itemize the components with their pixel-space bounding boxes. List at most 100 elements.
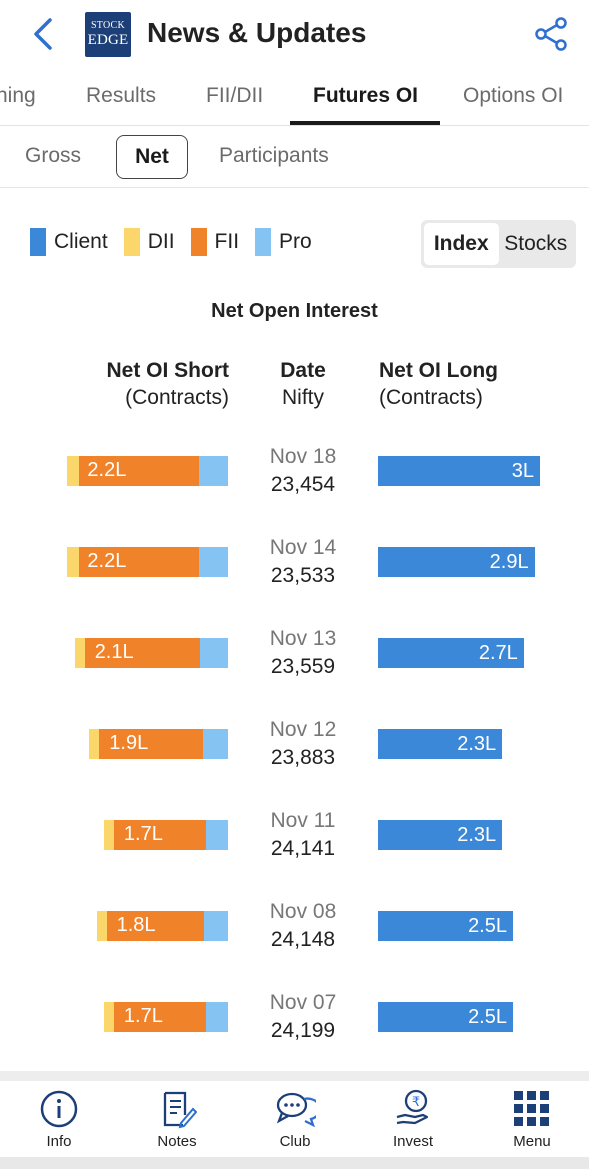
legend-swatch bbox=[123, 228, 140, 256]
subtab-net[interactable]: Net bbox=[116, 135, 188, 179]
short-bar-pro bbox=[200, 638, 228, 668]
legend-dii: DII bbox=[123, 228, 175, 256]
bottom-nav: Info Notes Club ₹ Invest bbox=[0, 1081, 589, 1157]
subtab-participants[interactable]: Participants bbox=[219, 144, 329, 167]
long-bar: 2.5L bbox=[378, 1002, 513, 1032]
row-date: Nov 11 bbox=[270, 809, 336, 832]
short-bar: 1.9L bbox=[89, 729, 228, 759]
subtab-gross[interactable]: Gross bbox=[25, 144, 82, 167]
short-bar-pro bbox=[205, 820, 228, 850]
tab-futures-oi[interactable]: Futures OI bbox=[313, 84, 419, 107]
short-bar-fii bbox=[78, 456, 200, 486]
row-nifty-value: 23,533 bbox=[270, 564, 336, 587]
legend-swatch bbox=[255, 228, 272, 256]
svg-text:₹: ₹ bbox=[412, 1095, 420, 1110]
short-bar-dii bbox=[74, 638, 86, 668]
oi-row: 1.8L Nov 08 24,148 2.5L bbox=[0, 899, 589, 969]
short-bar-pro bbox=[205, 1002, 228, 1032]
back-button[interactable] bbox=[26, 14, 60, 54]
share-icon bbox=[535, 17, 567, 51]
long-bar: 2.3L bbox=[378, 820, 503, 850]
short-bar-fii bbox=[85, 638, 201, 668]
long-bar: 2.7L bbox=[378, 638, 524, 668]
short-bar-dii bbox=[103, 820, 114, 850]
row-date: Nov 07 bbox=[269, 991, 337, 1014]
toggle-index[interactable]: Index bbox=[424, 223, 499, 265]
row-nifty-value: 24,199 bbox=[270, 1019, 336, 1042]
oi-row: 2.2L Nov 14 23,533 2.9L bbox=[0, 535, 589, 605]
legend-label: FII bbox=[214, 230, 240, 253]
legend-fii: FII bbox=[190, 228, 240, 256]
rupee-hand-icon: ₹ bbox=[396, 1089, 429, 1125]
nav-label: Club bbox=[279, 1133, 311, 1150]
short-bar-label: 1.7L bbox=[123, 823, 163, 845]
short-bar-label: 1.8L bbox=[116, 914, 156, 936]
short-bar-pro bbox=[203, 729, 228, 759]
short-bar-fii bbox=[113, 820, 206, 850]
short-bar: 2.2L bbox=[67, 547, 228, 577]
nav-separator bbox=[0, 1071, 589, 1081]
row-date: Nov 13 bbox=[269, 627, 337, 650]
top-tabs: ning Results FII/DII Futures OI Options … bbox=[0, 70, 589, 126]
nav-invest[interactable]: ₹ Invest bbox=[363, 1089, 463, 1150]
app-logo: STOCK EDGE bbox=[85, 12, 131, 57]
row-nifty-value: 23,559 bbox=[270, 655, 336, 678]
row-nifty-value: 23,883 bbox=[270, 746, 336, 769]
date-cell: Nov 13 23,559 bbox=[232, 626, 374, 682]
short-bar-fii bbox=[106, 911, 205, 941]
chat-icon bbox=[276, 1092, 316, 1128]
short-bar-dii bbox=[67, 456, 79, 486]
short-bar-dii bbox=[89, 729, 100, 759]
nav-info[interactable]: Info bbox=[9, 1089, 109, 1150]
long-bar: 2.3L bbox=[378, 729, 503, 759]
legend-client: Client bbox=[30, 228, 108, 256]
chart-legend: Client DII FII Pro bbox=[30, 228, 328, 256]
long-column-header: Net OI Long (Contracts) bbox=[379, 359, 498, 409]
row-nifty-value: 24,148 bbox=[270, 928, 336, 951]
system-bar bbox=[0, 1157, 589, 1169]
nav-club[interactable]: Club bbox=[245, 1089, 345, 1150]
oi-row: 2.2L Nov 18 23,454 3L bbox=[0, 444, 589, 514]
short-bar-label: 2.1L bbox=[94, 641, 134, 663]
share-button[interactable] bbox=[532, 14, 572, 54]
date-cell: Nov 18 23,454 bbox=[232, 444, 374, 500]
nav-notes[interactable]: Notes bbox=[127, 1089, 227, 1150]
date-cell: Nov 12 23,883 bbox=[232, 717, 374, 773]
chevron-left-icon bbox=[34, 18, 52, 50]
oi-row: 1.7L Nov 07 24,199 2.5L bbox=[0, 990, 589, 1060]
tab-earnings[interactable]: ning bbox=[0, 84, 36, 107]
short-bar: 1.7L bbox=[103, 1002, 228, 1032]
nav-label: Notes bbox=[157, 1133, 197, 1150]
page-title: News & Updates bbox=[147, 17, 367, 48]
short-bar-label: 2.2L bbox=[87, 550, 127, 572]
row-date: Nov 18 bbox=[269, 445, 337, 468]
toggle-stocks[interactable]: Stocks bbox=[504, 232, 568, 255]
oi-row: 1.7L Nov 11 24,141 2.3L bbox=[0, 808, 589, 878]
index-stocks-toggle: Index Stocks bbox=[421, 220, 576, 268]
date-cell: Nov 07 24,199 bbox=[232, 990, 374, 1046]
short-bar: 1.8L bbox=[96, 911, 228, 941]
short-bar: 2.1L bbox=[74, 638, 228, 668]
short-column-header: Net OI Short (Contracts) bbox=[106, 359, 229, 409]
legend-swatch bbox=[190, 228, 207, 256]
notes-icon bbox=[163, 1091, 197, 1129]
nav-label: Invest bbox=[392, 1133, 434, 1150]
info-icon bbox=[40, 1090, 78, 1128]
tab-options-oi[interactable]: Options OI bbox=[463, 84, 564, 107]
tab-fii-dii[interactable]: FII/DII bbox=[206, 84, 264, 107]
row-nifty-value: 24,141 bbox=[270, 837, 336, 860]
short-bar: 2.2L bbox=[67, 456, 228, 486]
short-bar-label: 1.7L bbox=[123, 1005, 163, 1027]
grid-menu-icon bbox=[514, 1091, 549, 1126]
long-bar: 2.5L bbox=[378, 911, 513, 941]
row-date: Nov 08 bbox=[269, 900, 337, 923]
nav-menu[interactable]: Menu bbox=[482, 1089, 582, 1150]
short-bar-pro bbox=[204, 911, 228, 941]
tab-results[interactable]: Results bbox=[86, 84, 157, 107]
short-bar-fii bbox=[99, 729, 204, 759]
app-header: STOCK EDGE News & Updates bbox=[0, 0, 589, 70]
legend-pro: Pro bbox=[255, 228, 312, 256]
legend-label: Pro bbox=[279, 230, 312, 253]
short-bar-fii bbox=[113, 1002, 206, 1032]
oi-row: 2.1L Nov 13 23,559 2.7L bbox=[0, 626, 589, 696]
